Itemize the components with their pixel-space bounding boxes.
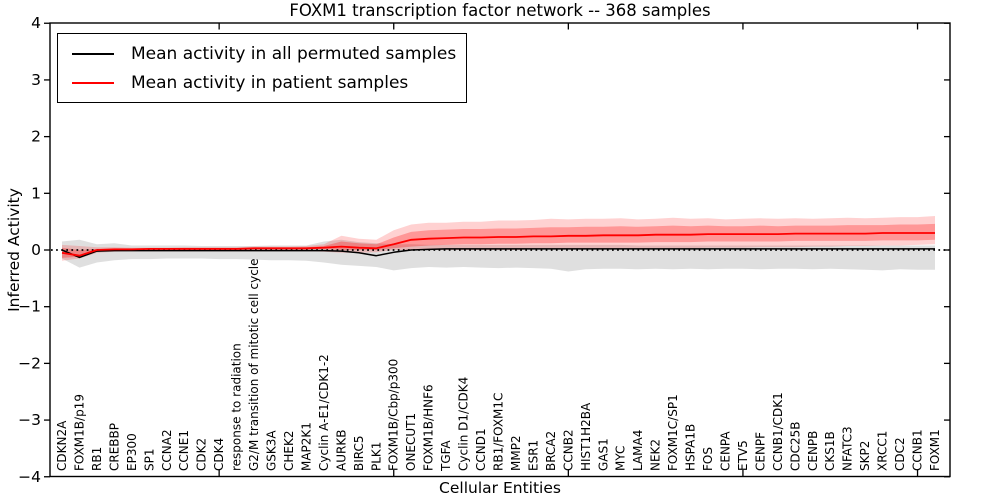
gene-label: CHEK2 bbox=[282, 431, 296, 472]
y-tick-label: 4 bbox=[31, 14, 41, 32]
gene-label: CDK2 bbox=[195, 438, 209, 471]
gene-label: EP300 bbox=[125, 433, 139, 471]
gene-label: SP1 bbox=[142, 449, 156, 472]
y-tick-label: −3 bbox=[18, 411, 41, 429]
gene-label: FOXM1C/SP1 bbox=[666, 394, 680, 471]
gene-label: CCND1 bbox=[474, 428, 488, 471]
y-tick-label: −1 bbox=[18, 298, 41, 316]
gene-label: CDC25B bbox=[788, 422, 802, 472]
gene-label: CCNB1/CDK1 bbox=[771, 392, 785, 471]
y-tick-label: −2 bbox=[18, 354, 41, 372]
gene-label: MAP2K1 bbox=[299, 422, 313, 471]
gene-label: GSK3A bbox=[265, 430, 279, 471]
gene-label: CCNB2 bbox=[561, 429, 575, 471]
gene-label: CENPB bbox=[806, 431, 820, 471]
gene-label: response to radiation bbox=[230, 343, 244, 471]
gene-label: RB1 bbox=[90, 447, 104, 471]
gene-label: HSPA1B bbox=[684, 424, 698, 471]
gene-label: CREBBP bbox=[107, 423, 121, 471]
gene-label: FOXM1B/Cbp/p300 bbox=[387, 359, 401, 471]
patient-mean-line bbox=[61, 232, 935, 257]
gene-label: AURKB bbox=[334, 430, 348, 471]
gene-label: MMP2 bbox=[509, 435, 523, 471]
y-axis-label: Inferred Activity bbox=[5, 188, 23, 312]
gene-label: ETV5 bbox=[736, 440, 750, 471]
gene-label: CKS1B bbox=[823, 431, 837, 471]
x-axis-label: Cellular Entities bbox=[439, 479, 561, 497]
gene-label: CCNE1 bbox=[177, 430, 191, 471]
gene-label: HIST1H2BA bbox=[579, 402, 593, 471]
legend-item-permuted: Mean activity in all permuted samples bbox=[58, 39, 456, 68]
gene-label: CDK4 bbox=[212, 438, 226, 471]
gene-label: NEK2 bbox=[649, 439, 663, 471]
gene-label: BRCA2 bbox=[544, 431, 558, 471]
gene-label: FOXM1B/HNF6 bbox=[422, 384, 436, 471]
gene-label: FOXM1B/p19 bbox=[73, 394, 87, 471]
gene-label: CDKN2A bbox=[55, 420, 69, 471]
gene-label: FOXM1 bbox=[928, 429, 942, 471]
gene-label: FOS bbox=[701, 447, 715, 471]
y-tick-label: 3 bbox=[31, 71, 41, 89]
gene-label: CCNB1 bbox=[911, 429, 925, 471]
gene-label: Cyclin A-E1/CDK1-2 bbox=[317, 354, 331, 471]
gene-label: GAS1 bbox=[596, 438, 610, 471]
gene-label: TGFA bbox=[439, 440, 453, 472]
patient-band-inner bbox=[62, 223, 935, 258]
gene-label: LAMA4 bbox=[631, 430, 645, 471]
gene-label: CDC2 bbox=[893, 437, 907, 471]
y-tick-label: 0 bbox=[31, 241, 41, 259]
legend: Mean activity in all permuted samples Me… bbox=[57, 33, 468, 103]
legend-label-permuted: Mean activity in all permuted samples bbox=[131, 43, 457, 64]
gene-label: ONECUT1 bbox=[404, 413, 418, 471]
permuted-line-swatch bbox=[72, 52, 114, 55]
gene-label: Cyclin D1/CDK4 bbox=[457, 377, 471, 471]
gene-label: ESR1 bbox=[526, 440, 540, 471]
legend-label-patient: Mean activity in patient samples bbox=[131, 72, 409, 93]
y-tick-label: −4 bbox=[18, 468, 41, 486]
permuted-mean-line bbox=[61, 248, 935, 259]
patient-band-outer bbox=[62, 216, 935, 261]
gene-label: SKP2 bbox=[858, 441, 872, 471]
gene-label: BIRC5 bbox=[352, 435, 366, 471]
gene-label: CCNA2 bbox=[160, 429, 174, 471]
gene-label: XRCC1 bbox=[876, 431, 890, 471]
gene-label: NFATC3 bbox=[841, 426, 855, 471]
legend-item-patient: Mean activity in patient samples bbox=[58, 68, 456, 97]
gene-label: CENPA bbox=[719, 431, 733, 471]
gene-label: RB1/FOXM1C bbox=[492, 393, 506, 471]
gene-label: CENPF bbox=[753, 432, 767, 471]
gene-label: MYC bbox=[614, 446, 628, 471]
gene-label: G2/M transition of mitotic cell cycle bbox=[247, 258, 261, 471]
chart-title: FOXM1 transcription factor network -- 36… bbox=[289, 1, 711, 20]
y-tick-label: 1 bbox=[31, 184, 41, 202]
patient-line-swatch bbox=[72, 81, 114, 84]
gene-label: PLK1 bbox=[369, 442, 383, 471]
y-tick-label: 2 bbox=[31, 128, 41, 146]
